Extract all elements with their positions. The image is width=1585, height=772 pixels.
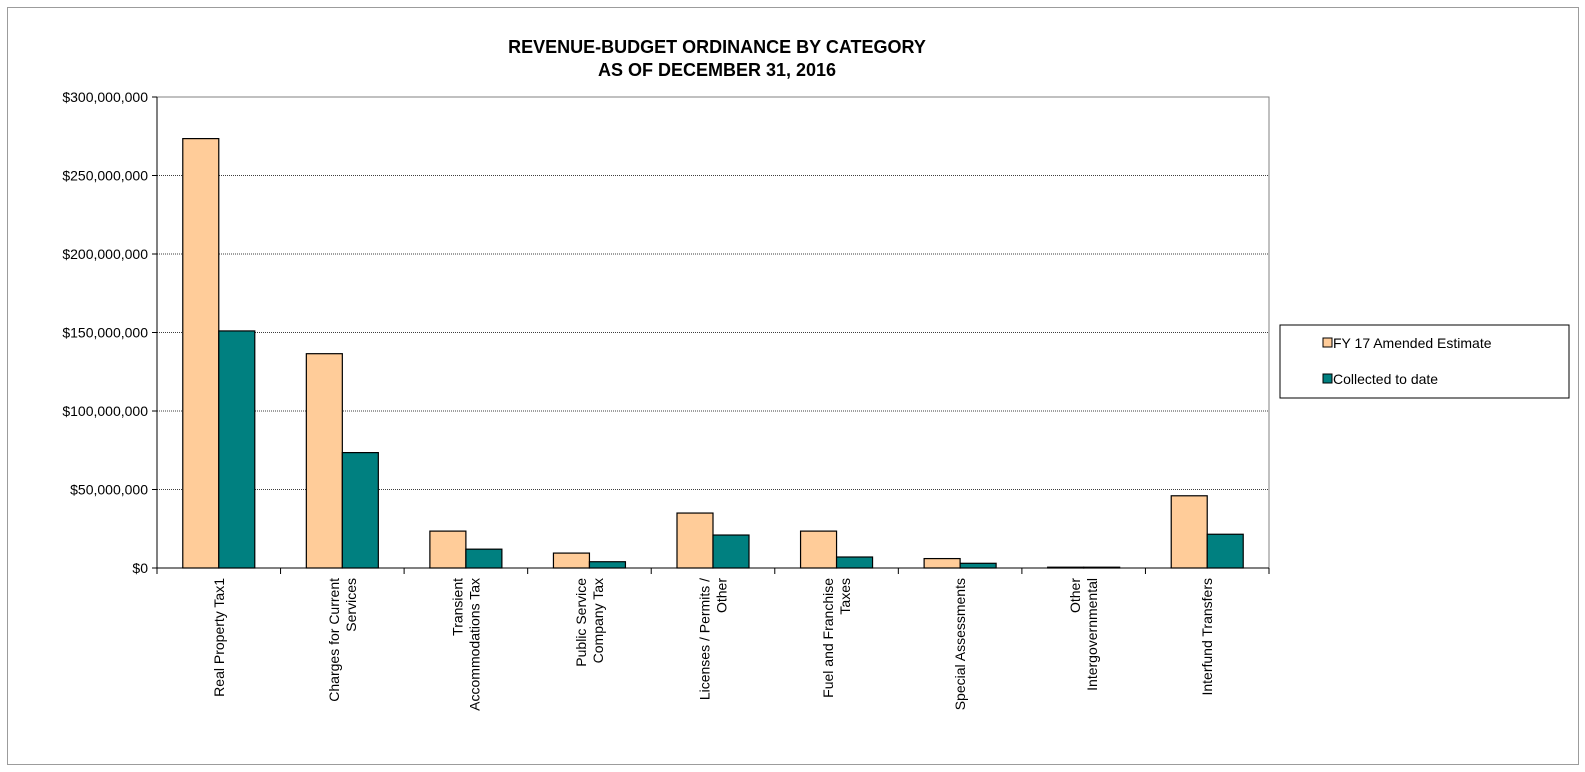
bar-estimate-5 [799, 530, 838, 569]
y-tick-label-0: $0 [132, 560, 148, 576]
bar-chart: REVENUE-BUDGET ORDINANCE BY CATEGORY AS O… [62, 37, 1570, 711]
bar-collected-0 [218, 330, 256, 569]
y-axis-ticks: $0 $50,000,000 $100,000,000 $150,000,000 $20… [62, 89, 157, 576]
x-category-line-2-1: Accommodations Tax [466, 578, 482, 711]
legend-swatch-1 [1322, 373, 1333, 384]
x-category-label-5: Fuel and Franchise Taxes [820, 578, 853, 698]
x-category-line-6-0: Special Assessments [952, 578, 968, 710]
bar-estimate-8 [1170, 495, 1208, 569]
bar-collected-3 [588, 561, 627, 569]
bar-collected-2 [465, 548, 503, 569]
legend: FY 17 Amended Estimate Collected to date [1279, 324, 1570, 399]
x-category-line-3-1: Company Tax [590, 578, 606, 663]
x-category-line-4-0: Licenses / Permits / [697, 578, 713, 700]
x-axis-categories: Real Property Tax1 Charges for Current Ser… [156, 568, 1270, 711]
bar-collected-4 [712, 534, 750, 569]
chart-title: REVENUE-BUDGET ORDINANCE BY CATEGORY AS O… [508, 37, 926, 80]
y-tick-label-1: $50,000,000 [70, 482, 148, 498]
bars [182, 138, 1244, 569]
bar-estimate-6 [923, 557, 961, 569]
title-line-1: AS OF DECEMBER 31, 2016 [598, 60, 836, 80]
x-category-line-4-1: Other [714, 578, 730, 613]
x-category-line-5-1: Taxes [837, 578, 853, 615]
x-category-line-0-0: Real Property Tax1 [211, 578, 227, 697]
x-category-label-7: Other Intergovernmental [1067, 578, 1100, 691]
bar-estimate-2 [429, 530, 467, 569]
x-category-label-8: Interfund Transfers [1199, 578, 1215, 696]
legend-label-0: FY 17 Amended Estimate [1333, 335, 1492, 351]
y-tick-label-2: $100,000,000 [62, 403, 148, 419]
bar-collected-1 [341, 452, 379, 569]
bar-estimate-1 [305, 353, 343, 569]
x-category-line-2-0: Transient [449, 578, 465, 636]
x-category-line-3-0: Public Service [573, 578, 589, 667]
x-category-label-1: Charges for Current Services [326, 578, 359, 702]
x-category-label-0: Real Property Tax1 [211, 578, 227, 697]
x-category-line-1-0: Charges for Current [326, 578, 342, 702]
bar-collected-6 [959, 562, 997, 569]
x-category-line-7-1: Intergovernmental [1084, 578, 1100, 691]
chart-frame: REVENUE-BUDGET ORDINANCE BY CATEGORY AS O… [7, 7, 1579, 765]
title-line-0: REVENUE-BUDGET ORDINANCE BY CATEGORY [508, 37, 926, 57]
bar-collected-5 [835, 556, 874, 569]
legend-box [1279, 324, 1570, 399]
bar-estimate-0 [182, 138, 220, 569]
x-category-label-4: Licenses / Permits / Other [697, 578, 730, 700]
bar-estimate-4 [676, 512, 714, 569]
bar-estimate-3 [552, 552, 591, 569]
y-tick-label-3: $150,000,000 [62, 325, 148, 341]
y-tick-label-6: $300,000,000 [62, 89, 148, 105]
legend-swatch-0 [1322, 337, 1333, 348]
legend-label-1: Collected to date [1333, 371, 1438, 387]
x-category-line-8-0: Interfund Transfers [1199, 578, 1215, 696]
bar-collected-8 [1206, 533, 1244, 569]
x-category-label-2: Transient Accommodations Tax [449, 578, 482, 711]
x-category-label-3: Public Service Company Tax [573, 578, 606, 667]
x-category-line-5-0: Fuel and Franchise [820, 578, 836, 698]
y-tick-label-4: $200,000,000 [62, 246, 148, 262]
x-category-line-1-1: Services [343, 578, 359, 632]
x-category-label-6: Special Assessments [952, 578, 968, 710]
y-tick-label-5: $250,000,000 [62, 168, 148, 184]
x-category-line-7-0: Other [1067, 578, 1083, 613]
